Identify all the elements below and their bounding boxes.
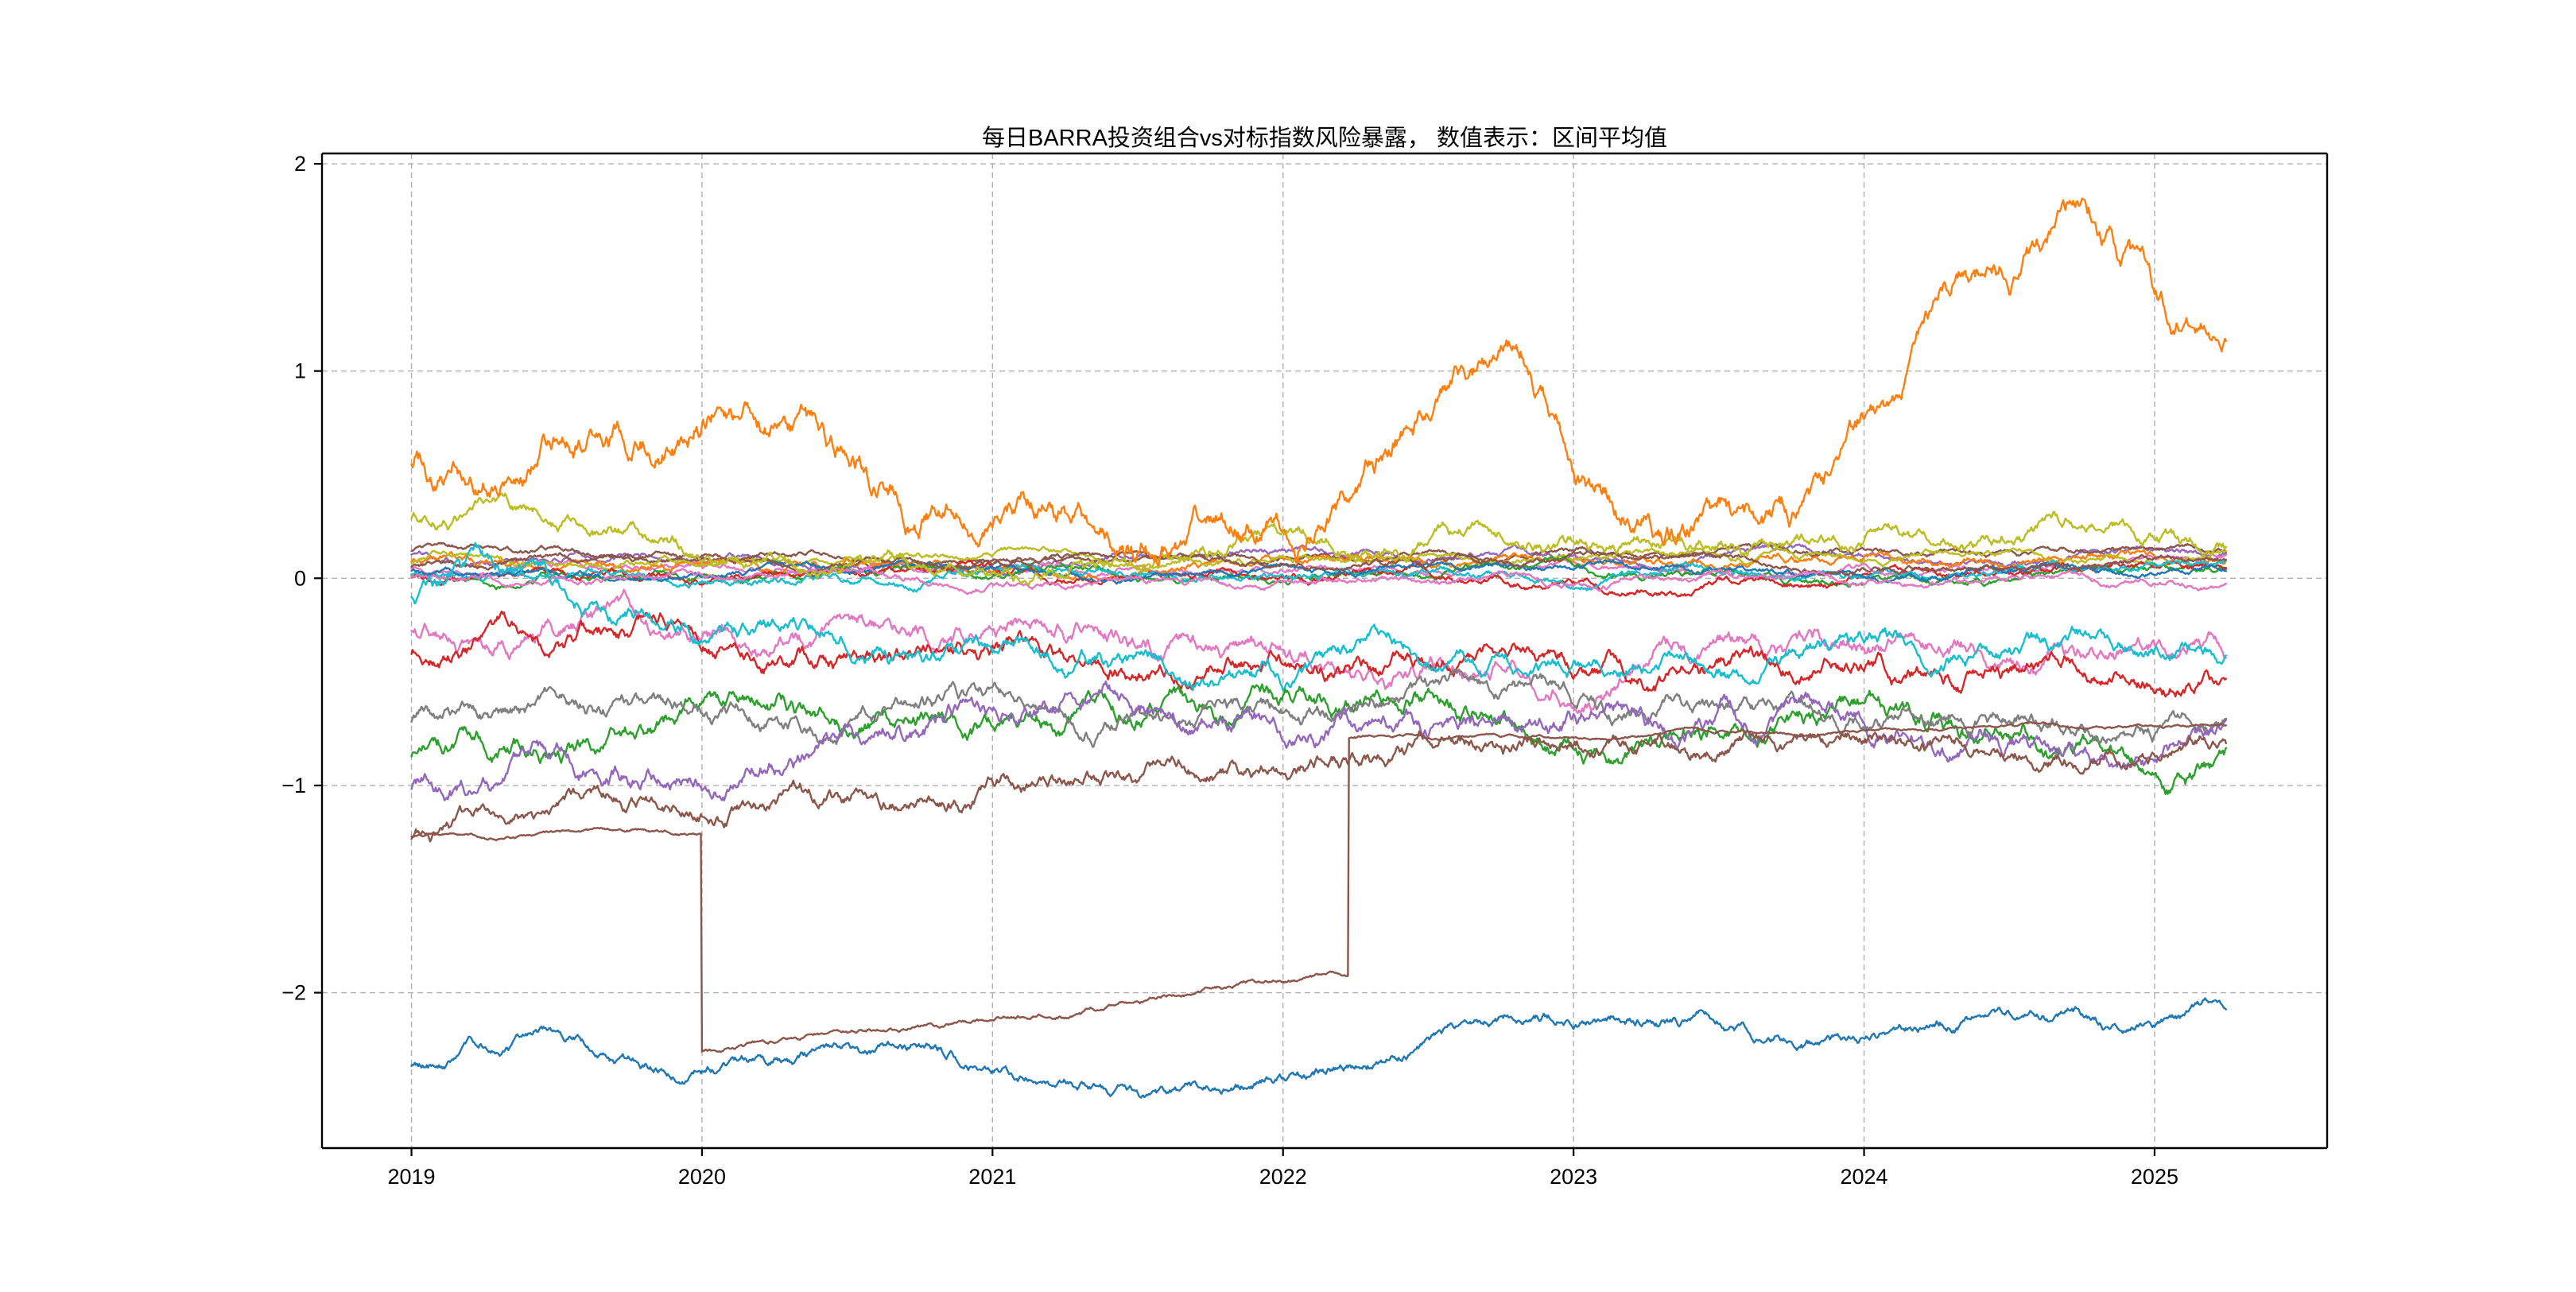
svg-text:2025: 2025 — [2131, 1165, 2178, 1189]
svg-text:2024: 2024 — [1841, 1165, 1888, 1189]
svg-text:2020: 2020 — [678, 1165, 726, 1189]
svg-text:2023: 2023 — [1550, 1165, 1597, 1189]
svg-text:2021: 2021 — [968, 1165, 1016, 1189]
svg-text:−1: −1 — [281, 774, 306, 797]
svg-text:2019: 2019 — [388, 1165, 436, 1189]
svg-text:0: 0 — [294, 566, 306, 590]
svg-text:1: 1 — [294, 359, 306, 383]
svg-text:2: 2 — [294, 152, 306, 176]
svg-text:2022: 2022 — [1259, 1165, 1307, 1189]
svg-text:−2: −2 — [281, 981, 306, 1005]
